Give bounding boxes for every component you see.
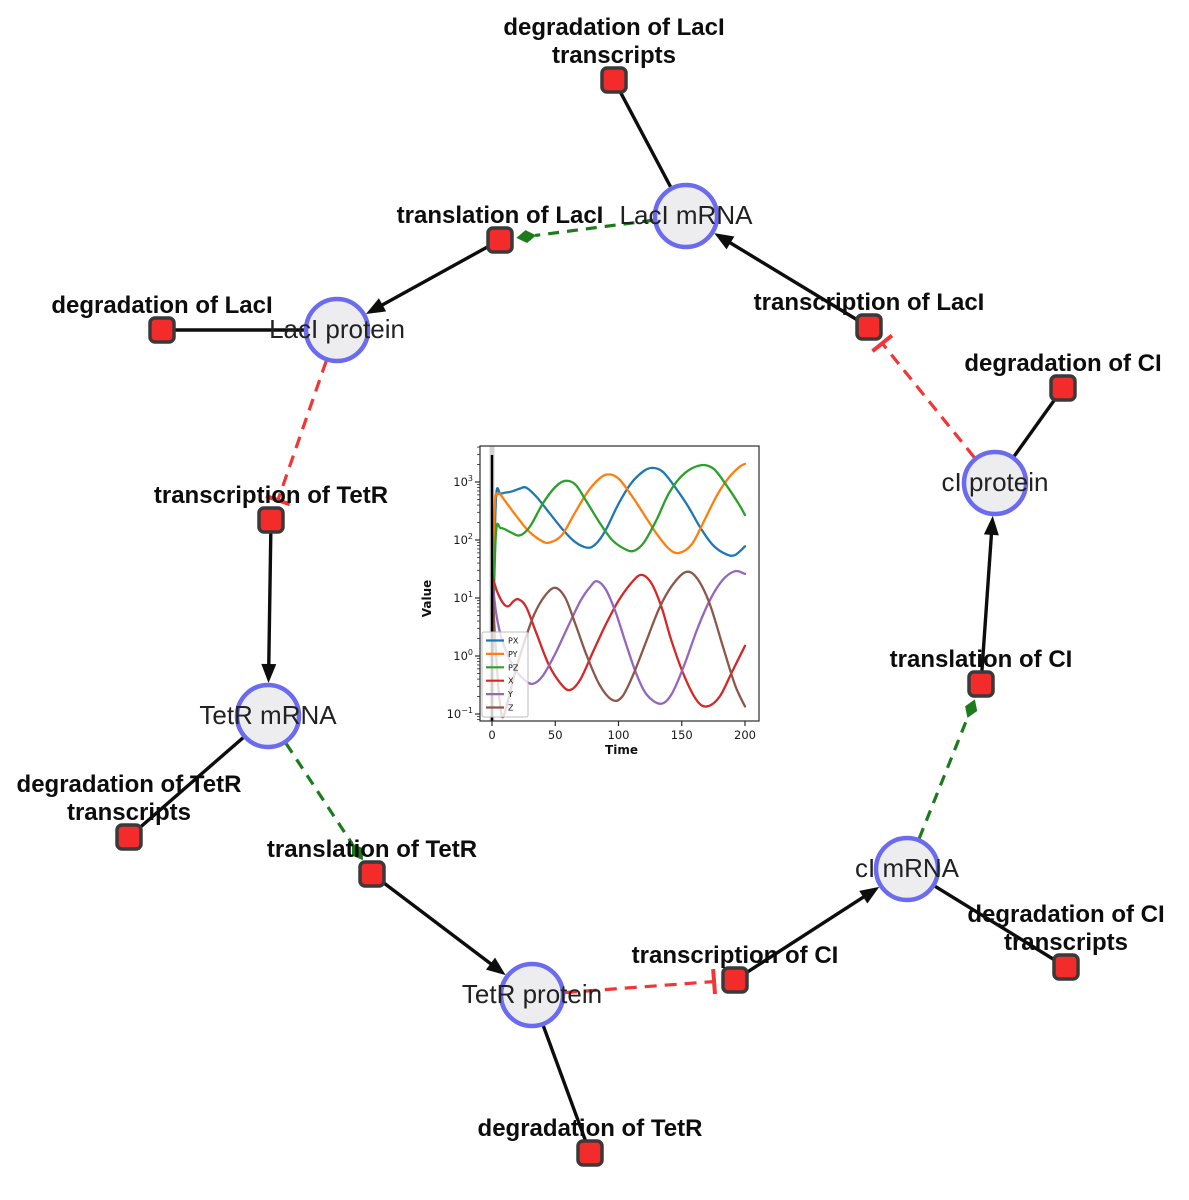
reaction-label-deg-laci-transcripts: degradation of LacI transcripts [503,14,724,69]
arrowhead-product [859,886,880,904]
inhibitor-tee [871,333,894,353]
arrowhead-modifier-diamond [351,843,363,861]
chart-x-tick-label: 50 [548,728,563,742]
reaction-node-deg-laci-transcripts [600,66,628,94]
chart-x-tick-label: 200 [734,728,756,742]
species-label-ci-mrna: cI mRNA [855,853,960,883]
reaction-node-transcription-tetr [257,506,285,534]
chart-series-Z [490,570,747,719]
chart-y-axis-label: Value [420,580,434,618]
arrowhead-product [714,233,735,250]
inhibitor-tee [711,968,717,995]
inhibitor-tee [265,494,291,507]
chart-legend-label-X: X [508,677,514,686]
species-node-laci-mrna [652,182,720,250]
chart-series-PX [491,466,747,658]
chart-x-tick-label: 0 [488,728,495,742]
species-label-laci-mrna: LacI mRNA [620,200,754,230]
species-label-tetr-protein: TetR protein [462,979,602,1009]
chart-axes [479,445,760,722]
chart-y-tick-label: 100 [453,648,473,663]
species-label-laci-protein: LacI protein [269,314,405,344]
chart-legend: PX PY PZ XYZ [481,631,529,718]
reaction-node-transcription-laci [855,313,883,341]
reaction-label-deg-laci: degradation of LacI [51,292,272,319]
arrowhead-product [261,663,277,684]
species-node-ci-protein [961,449,1029,517]
species-label-tetr-mrna: TetR mRNA [199,700,337,730]
reaction-label-deg-tetr: degradation of TetR [478,1115,703,1142]
reaction-node-translation-laci [486,226,514,254]
reaction-label-translation-ci: translation of CI [890,646,1073,673]
chart-series-X [490,573,747,708]
chart-series-layer [490,462,747,719]
reaction-label-deg-tetr-transcripts: degradation of TetR transcripts [17,771,242,826]
reaction-node-translation-tetr [358,860,386,888]
arrowhead-modifier-diamond [965,699,978,718]
chart-series-PZ [491,463,747,658]
chart-y-tick-label: 103 [453,474,473,489]
reaction-node-transcription-ci [721,966,749,994]
arrowhead-modifier-diamond [516,230,537,244]
edge-modifier-laci-mrna--translation-laci [516,218,654,244]
reaction-label-deg-ci-transcripts: degradation of CI transcripts [967,901,1164,956]
chart-x-tick-label: 100 [608,728,630,742]
edge-product-transcription-ci--ci-mrna [734,886,880,982]
reaction-node-deg-tetr-transcripts [115,823,143,851]
reaction-node-deg-ci [1049,374,1077,402]
edge-product-transcription-laci--laci-mrna [714,233,870,329]
species-label-ci-protein: cI protein [942,467,1049,497]
edge-product-transcription-tetr--tetr-mrna [261,519,277,684]
reaction-label-translation-tetr: translation of TetR [267,836,477,863]
chart-legend-label-PX: PX [508,637,519,646]
reaction-node-deg-tetr [576,1139,604,1167]
chart-legend-label-Y: Y [507,690,513,699]
species-node-tetr-mrna [234,682,302,750]
species-node-tetr-protein [498,961,566,1029]
chart-y-tick-label: 102 [453,532,473,547]
chart-y-tick-label: 101 [453,590,473,605]
chart-legend-label-Z: Z [508,704,514,713]
edge-inhibition-laci-protein--transcription-tetr [265,360,328,507]
species-node-ci-mrna [873,835,941,903]
chart-series-PY [491,462,747,658]
chart-x-tick-label: 150 [671,728,693,742]
timeseries-inset-chart: 0 50 100 150 20010310210110010−1TimeValuePXP… [420,445,760,757]
chart-y-tick-label: 10−1 [447,706,473,721]
edge-product-translation-ci--ci-protein [979,515,999,685]
species-node-laci-protein [303,296,371,364]
edge-modifier-ci-mrna--translation-ci [917,699,978,839]
reaction-label-translation-laci: translation of LacI [397,202,604,229]
chart-legend-label-PZ: PZ [508,663,519,672]
edge-product-translation-laci--laci-protein [365,238,501,315]
reaction-node-deg-ci-transcripts [1052,953,1080,981]
edge-modifier-tetr-mrna--translation-tetr [284,742,363,861]
arrowhead-product [365,298,387,315]
chart-x-axis-label: Time [605,743,638,757]
edge-inhibition-tetr-protein--transcription-ci [564,968,717,995]
chart-series-Y [490,569,747,705]
edge-product-translation-tetr--tetr-protein [370,872,506,976]
reaction-label-transcription-ci: transcription of CI [632,942,839,969]
edge-inhibition-ci-protein--transcription-laci [871,333,976,459]
chart-legend-label-PY: PY [508,650,518,659]
reaction-node-deg-laci [148,316,176,344]
arrowhead-product [486,957,506,976]
reaction-label-deg-ci: degradation of CI [964,350,1161,377]
reaction-node-translation-ci [967,670,995,698]
arrowhead-product [983,515,999,536]
reaction-label-transcription-laci: transcription of LacI [754,289,985,316]
reaction-label-transcription-tetr: transcription of TetR [154,482,388,509]
